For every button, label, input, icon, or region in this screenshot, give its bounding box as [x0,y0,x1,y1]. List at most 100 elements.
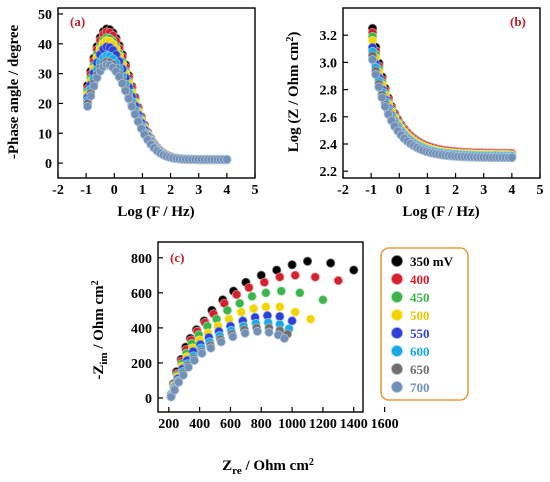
panel-a-xtick-label: 0 [111,183,118,198]
panel-c-point [275,272,285,282]
panel-a-data-points [82,24,232,165]
legend-marker [391,381,403,393]
legend-items: 350 mV 400 450 500 550 600 650 700 [391,254,454,395]
panel-c-ylabel-main: -Z [91,365,107,380]
panel-a-xtick-label: -1 [80,183,92,198]
panel-c-point [326,258,336,268]
panel-c-point [261,302,271,312]
panel-a-ytick-label: 20 [38,97,52,112]
panel-c-ytick-label: 800 [131,252,152,267]
legend-marker [391,363,403,375]
panel-b-label: (b) [510,14,526,29]
panel-c-point [252,326,263,336]
panel-b-ytick-label: 3.0 [320,56,338,71]
panel-b-ylabel: Log (Z / Ohm cm2) [285,32,302,153]
panel-b-ylabel-close: ) [286,32,302,37]
panel-c-ylabel-sub: im [98,352,110,364]
panel-c-point [248,303,259,314]
panel-b-frame [342,7,541,179]
panel-a-frame [57,7,256,179]
panel-a-point [86,91,96,101]
panel-b-ytick-label: 2.2 [320,165,338,180]
panel-b-point [374,82,384,92]
panel-b-point [507,152,517,163]
panel-c-point [183,362,193,372]
panel-c-point [178,370,188,380]
panel-a-label: (a) [70,14,85,29]
panel-c-point [290,307,300,317]
panel-c-xtick-label: 1200 [309,417,337,432]
panel-c-point [235,298,245,308]
panel-c-point [197,348,207,358]
panel-c-xlabel-sub: re [232,465,242,477]
panel-c-point [275,311,285,322]
legend-label: 450 [410,290,430,305]
legend-label: 550 [410,326,430,341]
panel-c-xtick-label: 800 [251,417,272,432]
panel-c-point [295,288,305,298]
panel-b-xlabel: Log (F / Hz) [402,204,479,220]
panel-c-ylabel-unit: / Ohm cm [91,285,107,353]
panel-a-point [82,101,93,112]
panel-a-point [120,86,131,96]
panel-a-xtick-label: 1 [139,183,146,198]
panel-c-xlabel-sup: 2 [309,457,314,468]
panel-c-xtick-label: 200 [158,417,179,432]
legend-box [380,247,469,401]
panel-c-point [222,305,232,315]
panel-a-xlabel: Log (F / Hz) [117,204,194,220]
panel-c-nyquist-plot: 200 400 600 800 1000 1200 1400 1600 0 200 400 600 80… [90,241,399,477]
panel-b-xtick-label: 3 [480,183,487,198]
panel-c-point [264,327,274,337]
legend-marker [391,255,403,267]
panel-c-point [290,270,300,280]
panel-c-point [302,256,313,266]
panel-c-label: (c) [170,250,184,265]
legend-marker [391,291,403,303]
panel-c-xtick-label: 1000 [278,417,306,432]
panel-c-point [318,295,328,305]
legend-marker [391,309,403,321]
panel-b-ytick-label: 2.8 [320,84,338,99]
panel-a-ytick-label: 40 [38,38,52,53]
panel-c-frame [157,241,364,413]
panel-c-point [236,307,246,317]
panel-c-xtick-label: 600 [220,417,241,432]
panel-b-xtick-label: 0 [396,183,403,198]
panel-a-point [127,101,137,112]
panel-c-data-points [166,256,359,402]
panel-b-ylabel-sup: 2 [285,37,296,42]
panel-c-point [240,328,250,338]
panel-b-point [380,102,390,112]
panel-c-point [261,288,271,298]
panel-c-point [333,275,343,286]
legend-label: 700 [410,380,430,395]
panel-c-xlabel-unit: / Ohm cm [242,458,310,474]
panel-c-point [216,337,226,347]
panel-c-point [259,277,269,287]
panel-a-point [222,154,232,165]
panel-b-xtick-label: -2 [337,183,349,198]
panel-b-ytick-label: 2.6 [320,111,338,126]
panel-a-point [89,81,99,91]
panel-c-point [247,291,257,301]
panel-c-ylabel: -Zim / Ohm cm2 [90,280,110,379]
legend-label: 350 mV [410,254,454,269]
panel-b-xtick-label: 4 [508,183,515,198]
panel-b-ytick-label: 3.2 [320,29,338,44]
panel-c-xtick-label: 1400 [340,417,368,432]
panel-a-ytick-label: 30 [38,68,52,83]
panel-a-point [124,93,134,104]
panel-c-point [189,355,199,365]
legend-label: 650 [410,362,430,377]
panel-b-xtick-label: 2 [452,183,459,198]
legend-marker [391,327,403,339]
panel-b-ytick-label: 2.4 [320,138,338,153]
panel-c-ytick-label: 200 [131,357,152,372]
panel-b-data-points [367,23,517,163]
panel-c-ylabel-sup: 2 [90,280,101,285]
panel-c-ytick-label: 400 [131,322,152,337]
panel-b-ylabel-text: Log (Z / Ohm cm [286,41,302,152]
